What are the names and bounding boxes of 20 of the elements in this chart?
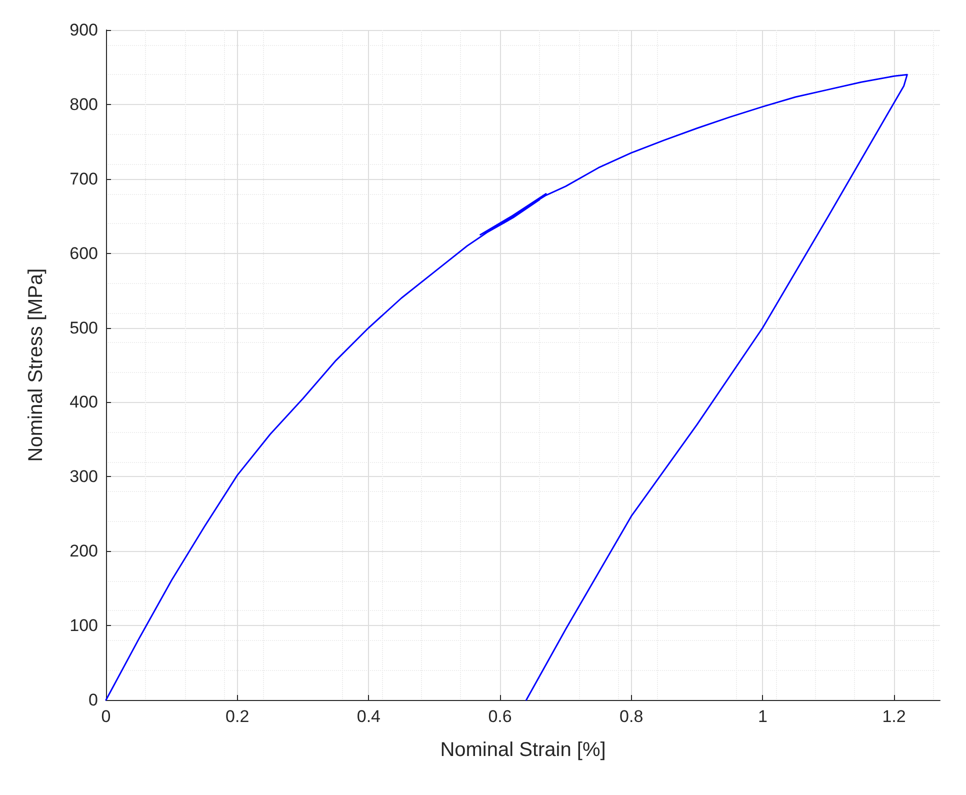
y-tick-label: 900 <box>70 20 98 40</box>
y-tick-label: 700 <box>70 169 98 188</box>
y-tick-label: 100 <box>70 616 98 636</box>
x-tick-label: 1.2 <box>882 707 906 726</box>
line-series <box>105 74 908 701</box>
y-tick-label: 500 <box>70 318 98 338</box>
x-tick-label: 0.4 <box>356 707 380 726</box>
y-axis-title: Nominal Stress [MPa] <box>25 268 47 462</box>
x-tick-label: 1 <box>758 707 768 726</box>
y-tick-label: 800 <box>70 94 98 114</box>
y-tick-label: 200 <box>70 542 98 561</box>
y-tick-label: 400 <box>70 392 98 412</box>
x-tick-label: 0 <box>101 707 111 726</box>
x-tick-label: 0.6 <box>488 707 512 726</box>
x-axis-title: Nominal Strain [%] <box>440 739 606 761</box>
y-tick-label: 300 <box>70 467 98 486</box>
x-tick-label: 0.8 <box>620 707 644 726</box>
y-tick-label: 0 <box>88 690 98 710</box>
y-tick-label: 600 <box>70 244 98 263</box>
x-tick-label: 0.2 <box>226 707 250 726</box>
